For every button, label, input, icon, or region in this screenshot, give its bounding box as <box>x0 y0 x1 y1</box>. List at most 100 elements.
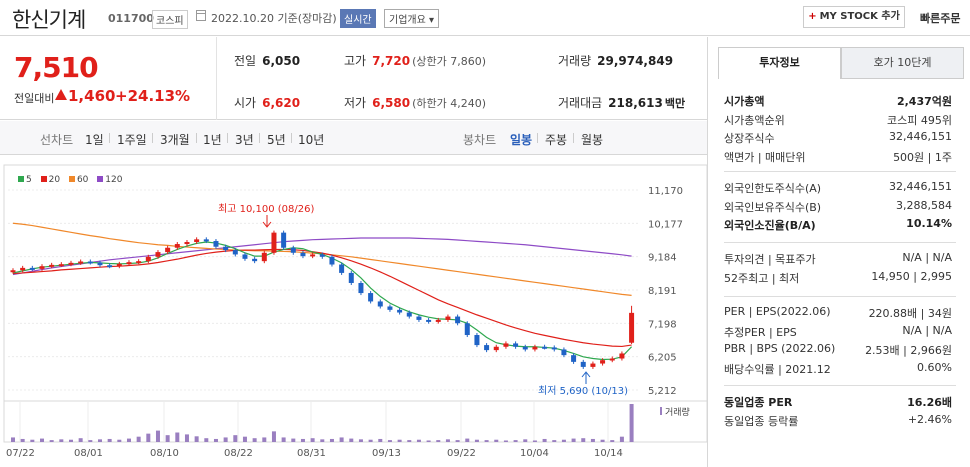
divider <box>724 171 956 172</box>
info-row-label: PER | EPS(2022.06) <box>724 305 831 318</box>
volume-bar <box>126 438 131 442</box>
volume-bar <box>542 438 547 442</box>
prev-close-label: 전일 <box>234 54 257 68</box>
volume-bar <box>49 440 54 442</box>
candle-body <box>397 309 403 313</box>
volume-bar <box>378 438 383 442</box>
x-tick-label: 08/31 <box>297 448 326 459</box>
tab-order-book[interactable]: 호가 10단계 <box>841 47 964 79</box>
calendar-icon <box>196 10 206 21</box>
volume-bar <box>610 440 615 442</box>
candle-body <box>126 262 132 265</box>
info-row-label: 외국인한도주식수(A) <box>724 182 822 195</box>
period-1d[interactable]: 1일 <box>85 133 104 147</box>
volume-bar <box>561 439 566 442</box>
candle-body <box>590 363 596 367</box>
volume-bar <box>155 430 160 442</box>
mystock-add-button[interactable]: + MY STOCK 추가 <box>803 6 905 28</box>
info-row: 배당수익률 | 2021.12 0.60% <box>724 361 952 379</box>
tab-investment-info[interactable]: 투자정보 <box>718 47 841 79</box>
candle-daily[interactable]: 일봉 <box>510 133 533 147</box>
candle-body <box>242 254 248 259</box>
chart-legend: 5 20 60 120 <box>12 175 122 185</box>
volume-bar <box>397 439 402 442</box>
realtime-button[interactable]: 실시간 <box>340 9 376 28</box>
candle-body <box>319 254 325 257</box>
period-10y[interactable]: 10년 <box>298 133 325 147</box>
candle-body <box>78 261 84 264</box>
diff-label: 전일대비 <box>14 92 55 105</box>
info-row: 시가총액순위 코스피 495위 <box>724 112 952 130</box>
volume-legend-swatch <box>660 407 662 415</box>
volume-bar <box>619 436 624 442</box>
volume-bar <box>68 439 73 442</box>
volume-bar <box>329 438 334 442</box>
candle-body <box>300 252 306 257</box>
candle-body <box>281 232 287 248</box>
line-chart-tab[interactable]: 선차트 <box>40 133 74 147</box>
volume: 거래량 29,974,849 <box>558 52 673 69</box>
info-row-value: 16.26배 <box>907 396 952 409</box>
x-tick-label: 10/14 <box>594 448 623 459</box>
candle-body <box>213 241 219 247</box>
y-tick-label: 5,212 <box>648 386 677 397</box>
volume-bar <box>97 439 102 442</box>
volume-bar <box>455 440 460 442</box>
y-tick-label: 9,184 <box>648 253 677 264</box>
x-tick-label: 09/22 <box>447 448 476 459</box>
x-tick-label: 08/01 <box>74 448 103 459</box>
volume-bar <box>368 439 373 442</box>
stock-name: 한신기계 <box>12 8 86 32</box>
info-row-label: 동일업종 등락률 <box>724 414 799 428</box>
info-row-value: 14,950 | 2,995 <box>871 269 952 283</box>
legend-label: 20 <box>48 175 61 185</box>
candle-body <box>145 256 151 262</box>
volume-bar <box>300 438 305 442</box>
volume-bar <box>590 438 595 442</box>
company-info-dropdown[interactable]: 기업개요 ▾ <box>384 9 439 28</box>
quote-date: 2022.10.20 기준(장마감) <box>211 12 337 25</box>
candle-body <box>348 272 354 283</box>
high-arrow-head <box>262 221 272 228</box>
volume-bar <box>523 439 528 442</box>
candle-body <box>522 346 528 350</box>
volume-bar <box>310 438 315 442</box>
volume-bar <box>349 438 354 442</box>
candle-body <box>29 267 35 270</box>
price-chart[interactable]: 11,170 10,177 9,184 8,191 7,198 6,205 5,212 07/… <box>0 0 707 467</box>
volume-bar <box>184 434 189 442</box>
trade-amount: 거래대금 218,613 백만 <box>558 94 685 111</box>
candle-weekly[interactable]: 주봉 <box>545 133 568 147</box>
period-3m[interactable]: 3개월 <box>160 133 190 147</box>
ma20-line <box>12 248 632 348</box>
period-1w[interactable]: 1주일 <box>117 133 147 147</box>
legend-label: 60 <box>76 175 89 185</box>
volume-bar <box>503 440 508 442</box>
candle-monthly[interactable]: 월봉 <box>581 133 604 147</box>
period-3y[interactable]: 3년 <box>235 133 254 147</box>
volume-bar <box>474 439 479 442</box>
x-tick-label: 09/13 <box>372 448 401 459</box>
period-5y[interactable]: 5년 <box>267 133 286 147</box>
volume-bar <box>281 437 286 442</box>
volume-bar <box>262 437 267 442</box>
info-row-value: 220.88배 | 34원 <box>868 307 952 320</box>
volume-bar <box>165 435 170 442</box>
candle-body <box>600 360 606 364</box>
candle-chart-tab[interactable]: 봉차트 <box>463 133 497 147</box>
info-tabs: 투자정보 호가 10단계 <box>718 47 964 79</box>
volume-bar <box>39 438 44 442</box>
info-row-label: 시가총액 <box>724 95 765 108</box>
period-1y[interactable]: 1년 <box>203 133 222 147</box>
candle-body <box>261 252 267 262</box>
open-label: 시가 <box>234 96 257 110</box>
volume-bar <box>407 440 412 442</box>
candle-body <box>406 312 412 317</box>
volume-bar <box>136 436 141 442</box>
legend-label: 120 <box>105 175 123 185</box>
candle-body <box>416 316 422 320</box>
volume-frame <box>3 400 707 443</box>
volume-bar <box>581 438 586 442</box>
x-tick-label: 08/10 <box>150 448 179 459</box>
quick-order-link[interactable]: 빠른주문 <box>920 12 961 25</box>
